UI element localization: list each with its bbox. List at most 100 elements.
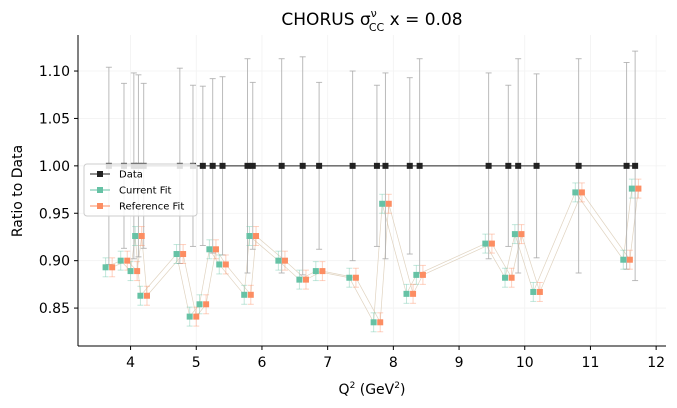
current-fit-point — [196, 301, 203, 308]
x-axis-label: Q2 (GeV2) — [339, 381, 406, 398]
legend: Data Current Fit Reference Fit — [83, 163, 198, 217]
data-point — [316, 162, 323, 169]
data-point — [382, 162, 389, 169]
current-fit-point — [117, 257, 124, 264]
reference-fit-point — [508, 274, 515, 281]
data-point — [505, 162, 512, 169]
current-fit-point — [173, 251, 180, 258]
markers — [102, 162, 642, 326]
current-fit-point — [346, 274, 353, 281]
y-tick-label: 1.05 — [39, 111, 70, 127]
current-fit-point — [246, 233, 253, 240]
reference-fit-point — [377, 319, 384, 326]
current-fit-point — [530, 288, 537, 295]
y-axis-ticks: 0.85 0.90 0.95 1.00 1.05 1.10 — [39, 64, 78, 317]
title-main: CHORUS σ — [281, 10, 370, 30]
y-tick-label: 0.90 — [39, 254, 70, 270]
current-fit-point — [127, 268, 134, 275]
reference-fit-point — [302, 276, 309, 283]
current-fit-point — [296, 276, 303, 283]
data-point — [373, 162, 380, 169]
current-fit-point — [502, 274, 509, 281]
current-fit-point — [403, 290, 410, 297]
x-tick-label: 12 — [647, 355, 665, 371]
reference-fit-point — [222, 261, 229, 268]
x-tick-label: 4 — [126, 355, 135, 371]
current-fit-point — [186, 313, 193, 320]
reference-fit-point — [578, 189, 585, 196]
reference-fit-point — [212, 246, 219, 253]
data-point — [533, 162, 540, 169]
current-fit-point — [511, 231, 518, 238]
reference-fit-point — [536, 288, 543, 295]
legend-marker-reference-fit — [97, 203, 103, 209]
reference-fit-point — [352, 274, 359, 281]
chart-title: CHORUS σν CC x = 0.08 — [281, 7, 462, 34]
reference-fit-point — [109, 264, 116, 271]
current-fit-point — [572, 189, 579, 196]
title-tail: x = 0.08 — [384, 10, 462, 30]
y-tick-label: 1.00 — [39, 159, 70, 175]
x-tick-label: 6 — [257, 355, 266, 371]
legend-entry-data: Data — [90, 170, 143, 181]
x-tick-label: 5 — [192, 355, 201, 371]
legend-marker-data — [97, 171, 103, 177]
reference-fit-point — [124, 257, 131, 264]
reference-fit-point — [134, 268, 141, 275]
reference-fit-point — [385, 200, 392, 207]
current-fit-point — [216, 261, 223, 268]
current-fit-point — [102, 264, 109, 271]
reference-fit-point — [180, 251, 187, 258]
current-fit-point — [620, 256, 627, 263]
y-tick-label: 0.85 — [39, 301, 70, 317]
data-point — [249, 162, 256, 169]
data-point — [515, 162, 522, 169]
current-fit-point — [241, 291, 248, 298]
data-point — [244, 162, 251, 169]
reference-fit-point — [193, 313, 200, 320]
reference-fit-point — [319, 268, 326, 275]
reference-fit-point — [143, 292, 150, 299]
legend-label-data: Data — [119, 170, 143, 181]
legend-label-reference-fit: Reference Fit — [119, 202, 184, 213]
legend-label-current-fit: Current Fit — [119, 186, 172, 197]
data-point — [278, 162, 285, 169]
legend-entry-reference-fit: Reference Fit — [90, 202, 184, 213]
current-fit-point — [275, 257, 282, 264]
current-fit-point — [132, 233, 139, 240]
current-fit-point — [312, 268, 319, 275]
y-tick-label: 1.10 — [39, 64, 70, 80]
reference-fit-point — [203, 301, 210, 308]
current-fit-point — [379, 200, 386, 207]
data-point — [349, 162, 356, 169]
data-point — [632, 162, 639, 169]
x-tick-label: 9 — [455, 355, 464, 371]
x-tick-label: 7 — [323, 355, 332, 371]
data-point — [299, 162, 306, 169]
x-tick-label: 11 — [582, 355, 600, 371]
current-fit-point — [628, 185, 635, 192]
current-fit-point — [482, 240, 489, 247]
reference-fit-point — [419, 271, 426, 278]
reference-fit-point — [253, 233, 260, 240]
data-point — [209, 162, 216, 169]
current-fit-point — [413, 271, 420, 278]
data-point — [416, 162, 423, 169]
reference-fit-point — [626, 256, 633, 263]
reference-fit-point — [138, 233, 145, 240]
data-point — [219, 162, 226, 169]
reference-fit-point — [281, 257, 288, 264]
legend-entry-current-fit: Current Fit — [90, 186, 172, 197]
x-tick-label: 8 — [389, 355, 398, 371]
title-superscript: ν — [371, 7, 377, 20]
x-axis-ticks: 4 5 6 7 8 9 10 11 12 — [126, 346, 665, 371]
data-point — [406, 162, 413, 169]
reference-fit-point — [247, 291, 254, 298]
current-fit-point — [370, 319, 377, 326]
legend-marker-current-fit — [97, 187, 103, 193]
data-point — [485, 162, 492, 169]
y-axis-label: Ratio to Data — [10, 145, 26, 237]
data-point — [575, 162, 582, 169]
legend-box — [83, 163, 198, 217]
